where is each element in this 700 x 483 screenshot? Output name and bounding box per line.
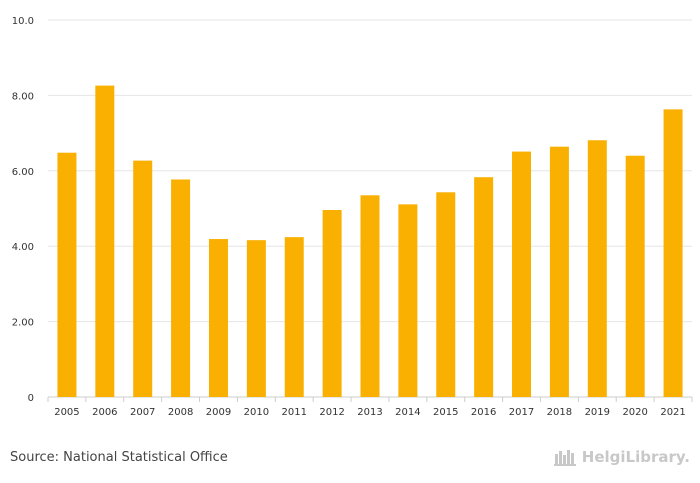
x-tick-label: 2017 xyxy=(509,407,534,418)
y-tick-label: 6.00 xyxy=(12,167,34,178)
bar-2021[interactable] xyxy=(663,109,683,397)
logo-text: HelgiLibrary. xyxy=(581,448,690,466)
bar-2008[interactable] xyxy=(171,179,191,397)
bar-2014[interactable] xyxy=(398,204,418,397)
x-tick-label: 2008 xyxy=(168,407,193,418)
x-tick-label: 2019 xyxy=(585,407,610,418)
x-tick-label: 2012 xyxy=(319,407,344,418)
x-tick-label: 2013 xyxy=(357,407,382,418)
bar-2016[interactable] xyxy=(474,177,494,397)
bar-2020[interactable] xyxy=(625,155,645,397)
bar-2018[interactable] xyxy=(549,146,569,397)
bar-2019[interactable] xyxy=(587,140,607,397)
x-tick-label: 2006 xyxy=(92,407,117,418)
x-tick-label: 2014 xyxy=(395,407,420,418)
bar-2011[interactable] xyxy=(284,237,304,397)
x-tick-label: 2009 xyxy=(206,407,231,418)
library-icon xyxy=(553,450,576,466)
x-tick-label: 2020 xyxy=(622,407,647,418)
y-tick-label: 2.00 xyxy=(12,318,34,329)
bar-2010[interactable] xyxy=(246,240,266,397)
bar-2006[interactable] xyxy=(95,85,115,398)
x-tick-label: 2018 xyxy=(547,407,572,418)
x-tick-label: 2011 xyxy=(282,407,307,418)
bar-2007[interactable] xyxy=(133,160,153,397)
x-tick-label: 2010 xyxy=(244,407,269,418)
bar-2013[interactable] xyxy=(360,195,380,397)
source-note: Source: National Statistical Office xyxy=(10,450,228,465)
bar-2012[interactable] xyxy=(322,210,342,397)
x-tick-label: 2007 xyxy=(130,407,155,418)
y-tick-label: 10.0 xyxy=(12,16,34,27)
x-tick-label: 2016 xyxy=(471,407,496,418)
bar-2009[interactable] xyxy=(208,239,228,397)
helgilibrary-logo[interactable]: HelgiLibrary. xyxy=(553,448,690,466)
x-tick-label: 2005 xyxy=(54,407,79,418)
bar-2017[interactable] xyxy=(512,151,532,397)
y-tick-label: 0 xyxy=(28,393,34,404)
y-tick-label: 8.00 xyxy=(12,91,34,102)
x-tick-label: 2015 xyxy=(433,407,458,418)
x-tick-label: 2021 xyxy=(660,407,685,418)
bar-2005[interactable] xyxy=(57,152,77,397)
y-tick-label: 4.00 xyxy=(12,242,34,253)
bar-2015[interactable] xyxy=(436,192,456,397)
